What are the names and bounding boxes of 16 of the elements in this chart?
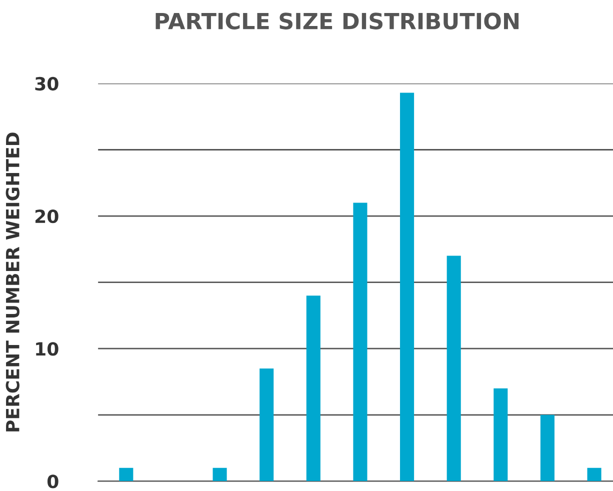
bar	[540, 414, 554, 482]
bar	[119, 468, 134, 482]
y-tick-label: 20	[35, 210, 58, 224]
chart-title: PARTICLE SIZE DISTRIBUTION	[156, 12, 519, 30]
bar	[494, 388, 508, 482]
y-tick-label: 10	[36, 342, 58, 356]
y-tick-label: 0	[47, 474, 58, 488]
bar	[260, 368, 274, 482]
bar	[353, 202, 368, 482]
bar	[446, 256, 461, 482]
bar	[212, 468, 227, 482]
bar	[587, 468, 602, 482]
y-axis-title: PERCENT NUMBER WEIGHTED	[6, 132, 20, 432]
bar	[400, 92, 414, 482]
y-tick-label: 30	[35, 76, 58, 91]
bar	[306, 296, 320, 482]
